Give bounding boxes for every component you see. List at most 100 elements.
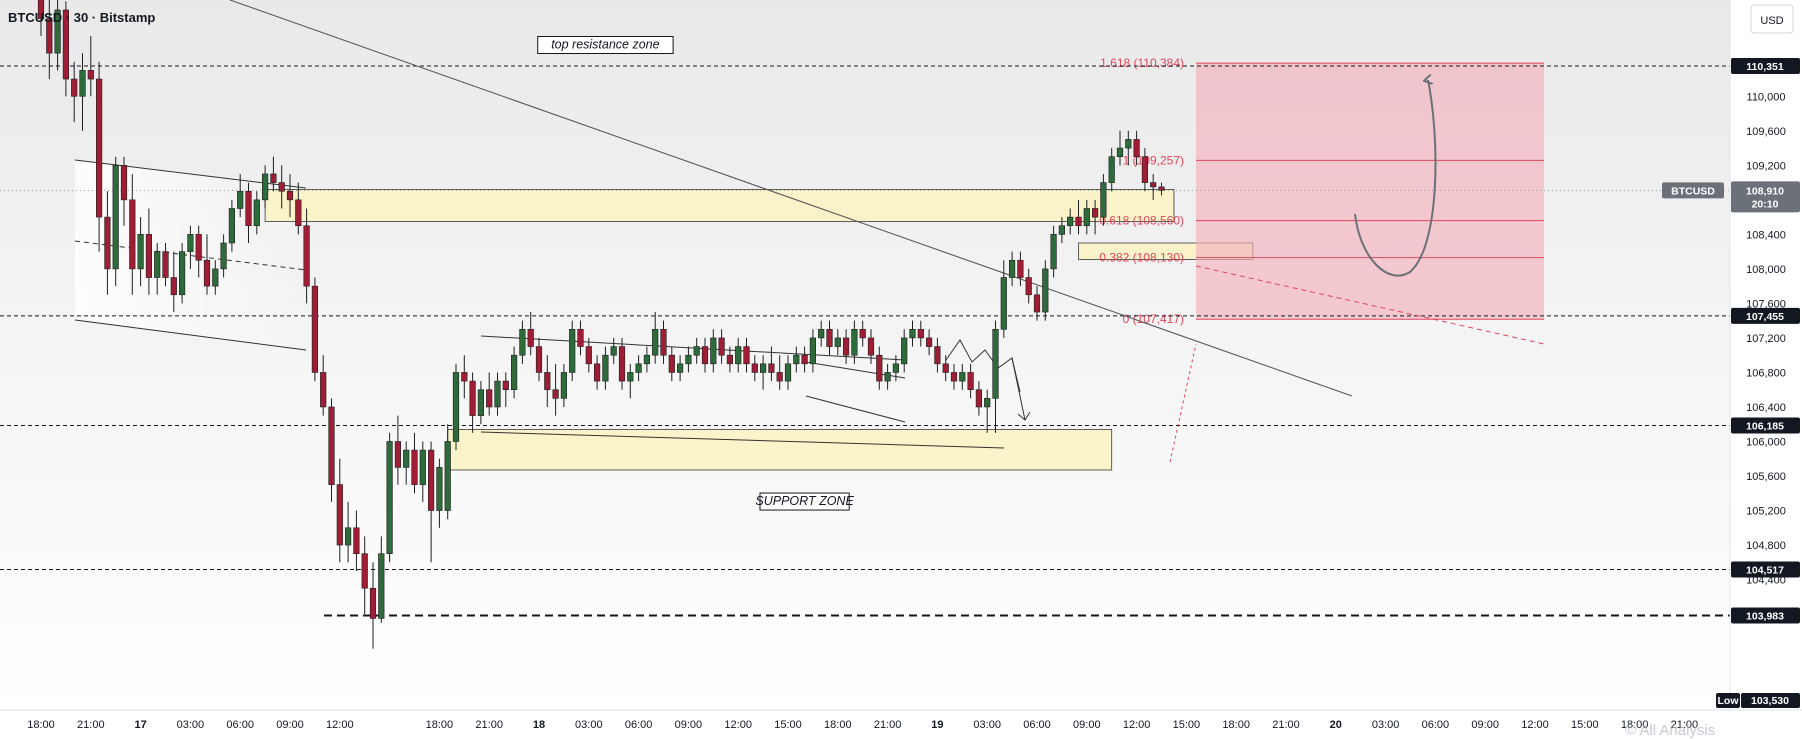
candle[interactable]: [693, 337, 700, 364]
low-price-marker[interactable]: Low 103,530: [1716, 693, 1800, 708]
candle[interactable]: [419, 441, 426, 502]
candle[interactable]: [842, 329, 850, 364]
candle[interactable]: [701, 337, 709, 373]
candle[interactable]: [535, 337, 543, 382]
candle[interactable]: [179, 243, 186, 304]
flag-bottom-line[interactable]: [805, 395, 906, 423]
candle[interactable]: [1058, 217, 1065, 244]
candle[interactable]: [270, 156, 277, 192]
candle[interactable]: [154, 243, 161, 295]
price-axis[interactable]: [1730, 0, 1802, 710]
candle[interactable]: [544, 355, 551, 407]
candle[interactable]: [436, 458, 443, 528]
candle[interactable]: [71, 61, 78, 123]
currency-button[interactable]: USD: [1750, 4, 1794, 34]
candle[interactable]: [818, 320, 825, 347]
candle[interactable]: [1008, 251, 1016, 287]
candle[interactable]: [942, 355, 949, 382]
candle[interactable]: [79, 53, 86, 131]
candle[interactable]: [203, 234, 211, 295]
candle[interactable]: [62, 1, 69, 97]
candle[interactable]: [718, 329, 725, 364]
candle[interactable]: [909, 320, 916, 347]
candle[interactable]: [477, 381, 485, 425]
candle[interactable]: [710, 329, 717, 373]
candle[interactable]: [975, 381, 982, 416]
candle[interactable]: [303, 208, 310, 304]
fib-diagonal-line[interactable]: [1195, 265, 1545, 345]
candle[interactable]: [1025, 268, 1032, 304]
candle[interactable]: [444, 424, 451, 520]
candle[interactable]: [1108, 148, 1115, 192]
candle[interactable]: [560, 363, 567, 407]
candle[interactable]: [809, 329, 816, 373]
candle[interactable]: [237, 173, 244, 218]
candle[interactable]: [959, 363, 966, 390]
candle[interactable]: [1150, 173, 1157, 200]
candle[interactable]: [320, 355, 327, 416]
candle[interactable]: [212, 260, 219, 295]
candle[interactable]: [1050, 225, 1057, 278]
candle[interactable]: [610, 337, 617, 364]
candle[interactable]: [261, 165, 269, 209]
candle[interactable]: [369, 562, 377, 649]
candle[interactable]: [859, 320, 866, 347]
candle[interactable]: [411, 432, 418, 494]
candle[interactable]: [668, 346, 675, 382]
candle[interactable]: [494, 372, 501, 416]
candle[interactable]: [784, 355, 792, 390]
candle[interactable]: [743, 337, 750, 373]
price-level-tag[interactable]: 104,517: [1731, 561, 1800, 578]
candle[interactable]: [328, 398, 335, 502]
candle[interactable]: [1125, 130, 1132, 166]
candle[interactable]: [1141, 148, 1148, 192]
candle[interactable]: [593, 355, 601, 390]
candle[interactable]: [643, 346, 650, 373]
candle[interactable]: [427, 441, 435, 563]
candle[interactable]: [378, 536, 385, 623]
candle[interactable]: [569, 320, 576, 382]
candle[interactable]: [618, 337, 626, 390]
candle[interactable]: [768, 346, 775, 382]
candle[interactable]: [46, 0, 53, 80]
candle[interactable]: [552, 363, 559, 416]
candle[interactable]: [120, 156, 128, 226]
candle[interactable]: [220, 234, 227, 278]
candle[interactable]: [577, 320, 584, 356]
price-level-tag[interactable]: 103,983: [1731, 607, 1800, 624]
candle[interactable]: [1017, 251, 1024, 287]
candle[interactable]: [112, 156, 119, 287]
candle[interactable]: [967, 363, 974, 399]
candle[interactable]: [676, 355, 684, 382]
candle[interactable]: [585, 337, 592, 373]
candle[interactable]: [602, 346, 609, 390]
fib-anchor-line[interactable]: [1169, 343, 1197, 463]
candle[interactable]: [801, 346, 808, 373]
candle[interactable]: [1075, 199, 1082, 235]
candle[interactable]: [876, 346, 883, 390]
candle[interactable]: [353, 510, 360, 571]
candle[interactable]: [510, 346, 518, 399]
candle[interactable]: [137, 217, 144, 287]
time-axis[interactable]: [0, 710, 1730, 739]
candle[interactable]: [1116, 130, 1124, 166]
candle[interactable]: [950, 363, 958, 390]
candle[interactable]: [901, 329, 908, 373]
candle[interactable]: [1092, 199, 1099, 235]
candle[interactable]: [635, 355, 642, 382]
candle[interactable]: [37, 0, 45, 36]
candle[interactable]: [1042, 260, 1049, 321]
candle[interactable]: [685, 346, 692, 373]
candle[interactable]: [793, 346, 800, 373]
candle[interactable]: [245, 182, 252, 244]
zone-support[interactable]: [447, 429, 1113, 471]
candle[interactable]: [1083, 199, 1090, 235]
candle[interactable]: [834, 329, 841, 356]
candle[interactable]: [1033, 286, 1041, 321]
triangle-top-line[interactable]: [480, 335, 906, 361]
candle[interactable]: [660, 320, 667, 364]
candle[interactable]: [1100, 173, 1107, 226]
candle[interactable]: [344, 501, 352, 563]
candle[interactable]: [851, 320, 858, 364]
